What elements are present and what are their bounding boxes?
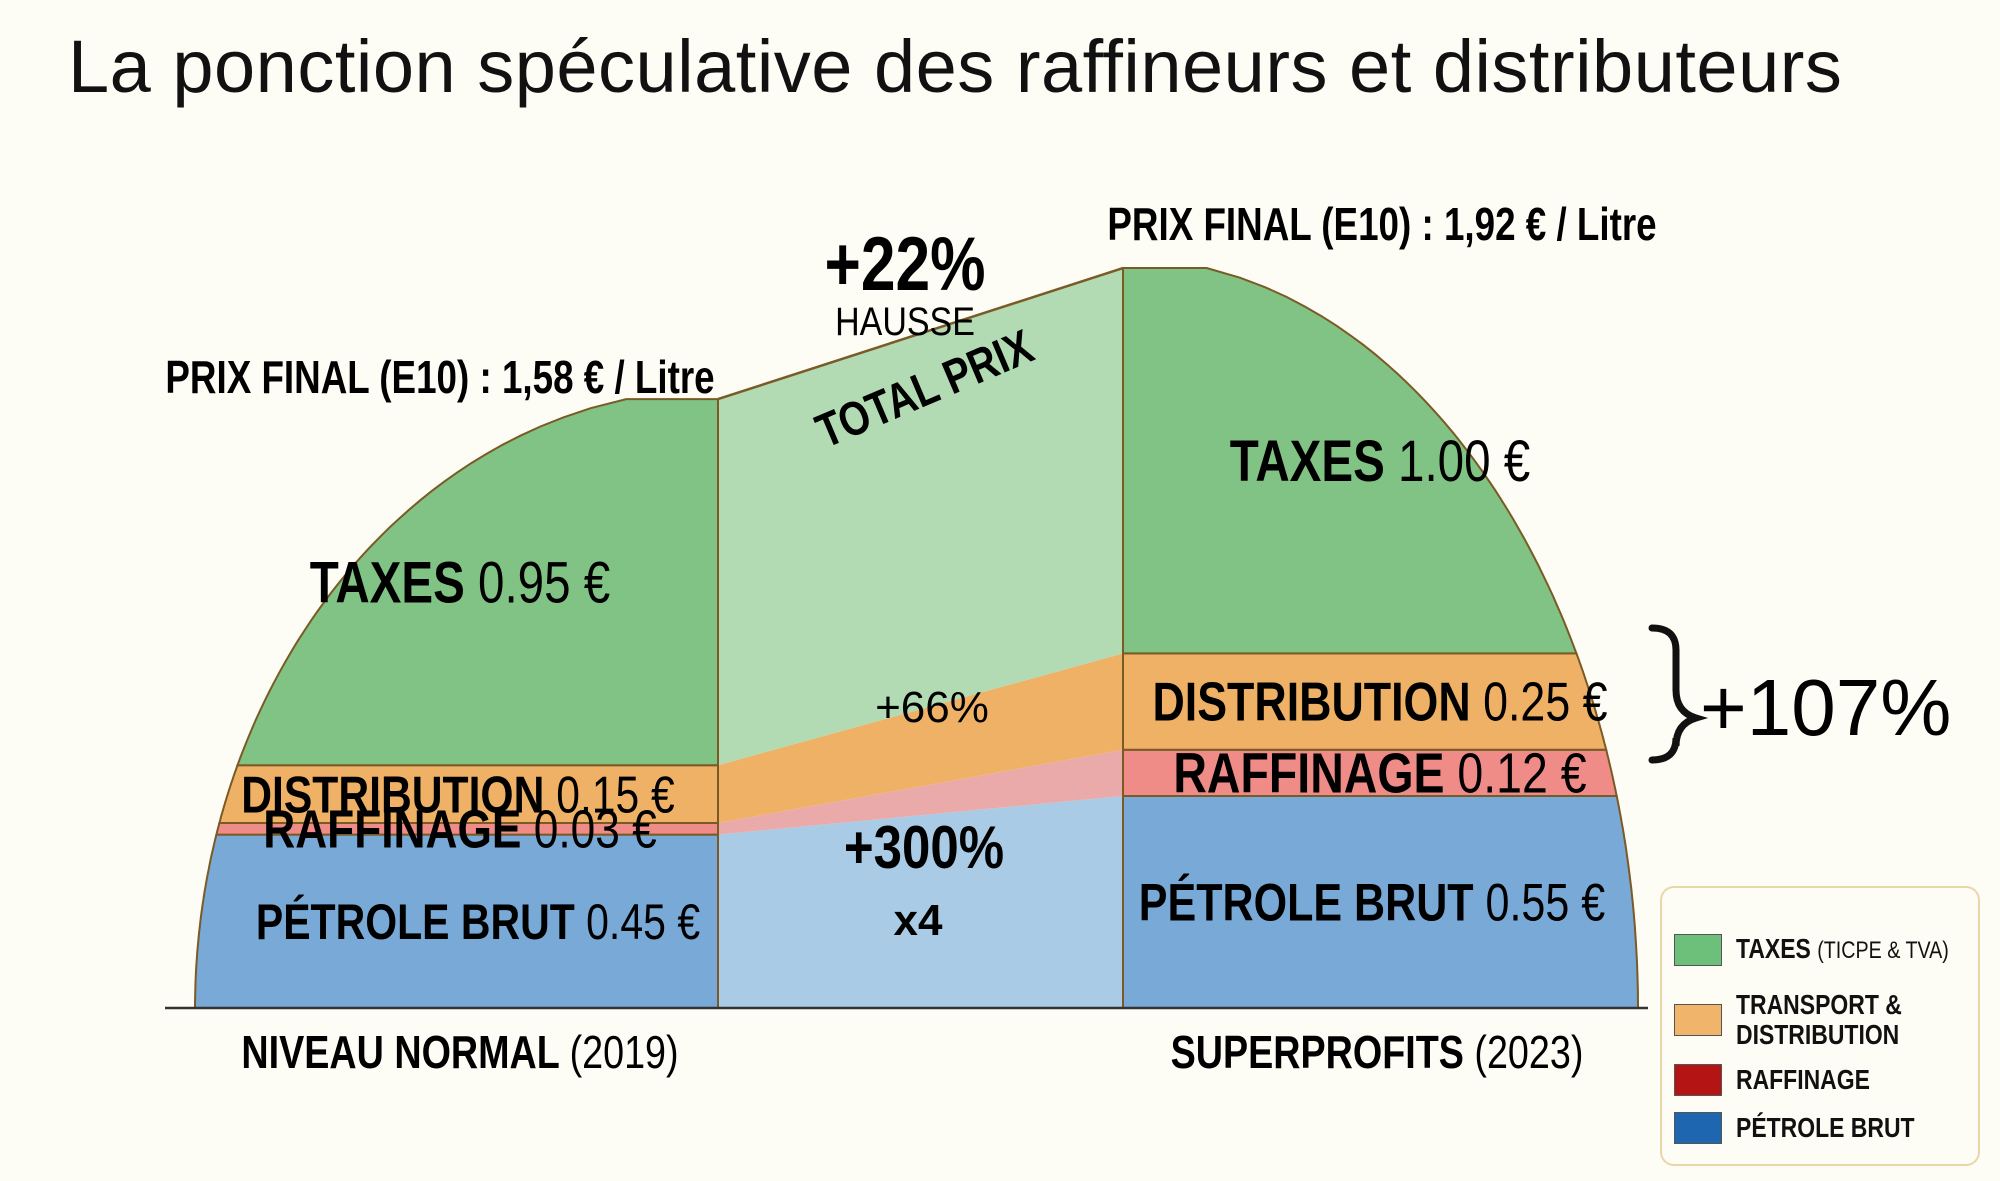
annotation-raffinage-mult: x4 — [894, 896, 943, 945]
bar-superprofits-raffinage — [1122, 748, 1618, 798]
legend-label-distribution-1: TRANSPORT & — [1736, 989, 1902, 1020]
label-normal-distribution-name: DISTRIBUTION — [241, 766, 556, 824]
bar-superprofits-taxes — [1122, 266, 1578, 655]
label-superprofits-distribution: DISTRIBUTION 0.25 € — [1152, 672, 1607, 733]
label-normal-taxes-name: TAXES — [310, 551, 478, 616]
brace — [1648, 624, 1709, 764]
legend-item-taxes: TAXES (TICPE & TVA) — [1674, 934, 1996, 966]
link-taxes — [718, 268, 1123, 766]
label-superprofits-taxes-name: TAXES — [1230, 430, 1398, 495]
label-superprofits-petrole-value: 0.55 € — [1486, 874, 1606, 932]
link-petrole — [718, 796, 1123, 1008]
chart-title: La ponction spéculative des raffineurs e… — [68, 25, 1843, 108]
category-label-normal-bold: NIVEAU NORMAL — [241, 1026, 569, 1077]
label-normal-taxes: TAXES 0.95 € — [310, 551, 610, 616]
label-superprofits-distribution-value: 0.25 € — [1483, 672, 1608, 733]
legend-sub-taxes: (TICPE & TVA) — [1817, 937, 1949, 964]
category-label-normal-year: (2019) — [570, 1026, 679, 1077]
price-label-superprofits: PRIX FINAL (E10) : 1,92 € / Litre — [1107, 198, 1656, 250]
annotation-combined-pct: +107% — [1700, 663, 1951, 752]
label-superprofits-taxes: TAXES 1.00 € — [1230, 430, 1530, 495]
label-normal-petrole: PÉTROLE BRUT 0.45 € — [256, 894, 700, 950]
legend-item-petrole: PÉTROLE BRUT — [1674, 1112, 1954, 1144]
label-normal-raffinage: RAFFINAGE 0.03 € — [263, 800, 657, 860]
bar-normal-raffinage — [215, 821, 719, 836]
link-raffinage — [718, 749, 1123, 835]
label-superprofits-raffinage-value: 0.12 € — [1457, 741, 1586, 804]
category-label-normal: NIVEAU NORMAL (2019) — [241, 1026, 678, 1077]
legend-label-raffinage: RAFFINAGE — [1736, 1064, 1870, 1095]
label-normal-petrole-value: 0.45 € — [586, 894, 700, 950]
legend-label-taxes: TAXES — [1736, 933, 1811, 964]
label-normal-raffinage-value: 0.03 € — [534, 800, 657, 860]
legend-swatch-distribution — [1674, 1004, 1722, 1036]
label-superprofits-distribution-name: DISTRIBUTION — [1152, 672, 1483, 733]
label-superprofits-taxes-value: 1.00 € — [1398, 430, 1530, 495]
label-superprofits-raffinage-name: RAFFINAGE — [1173, 741, 1457, 804]
category-label-superprofits: SUPERPROFITS (2023) — [1171, 1026, 1584, 1077]
price-label-normal: PRIX FINAL (E10) : 1,58 € / Litre — [165, 351, 714, 403]
annotation-total-pct: +22% — [824, 221, 985, 306]
bar-normal-distribution — [218, 764, 719, 825]
annotation-distribution-pct: +66% — [875, 683, 989, 732]
bar-superprofits-distribution — [1122, 652, 1608, 751]
legend-item-distribution: TRANSPORT & DISTRIBUTION — [1674, 990, 1938, 1050]
label-normal-taxes-value: 0.95 € — [478, 551, 610, 616]
legend-swatch-taxes — [1674, 934, 1722, 966]
legend-label-petrole: PÉTROLE BRUT — [1736, 1112, 1915, 1143]
label-superprofits-raffinage: RAFFINAGE 0.12 € — [1173, 741, 1586, 804]
bar-normal-taxes — [236, 398, 719, 767]
link-outline — [717, 266, 1124, 401]
category-label-superprofits-bold: SUPERPROFITS — [1171, 1026, 1475, 1077]
label-superprofits-petrole: PÉTROLE BRUT 0.55 € — [1139, 873, 1606, 932]
legend-swatch-petrole — [1674, 1112, 1722, 1144]
label-normal-raffinage-name: RAFFINAGE — [263, 800, 533, 860]
annotation-raffinage-pct: +300% — [844, 814, 1004, 881]
label-normal-petrole-name: PÉTROLE BRUT — [256, 894, 586, 950]
legend-item-raffinage: RAFFINAGE — [1674, 1064, 1899, 1096]
label-normal-distribution-value: 0.15 € — [556, 766, 675, 824]
annotation-total-hausse: HAUSSE — [835, 298, 975, 343]
label-normal-distribution: DISTRIBUTION 0.15 € — [241, 766, 675, 824]
bar-superprofits-petrole — [1122, 794, 1639, 1009]
legend-label-distribution-2: DISTRIBUTION — [1736, 1019, 1900, 1050]
legend: TAXES (TICPE & TVA) TRANSPORT & DISTRIBUT… — [1660, 886, 1980, 1166]
legend-swatch-raffinage — [1674, 1064, 1722, 1096]
bar-normal-petrole — [194, 833, 719, 1009]
category-label-superprofits-year: (2023) — [1474, 1026, 1583, 1077]
link-distribution — [718, 653, 1123, 824]
label-superprofits-petrole-name: PÉTROLE BRUT — [1139, 873, 1486, 932]
